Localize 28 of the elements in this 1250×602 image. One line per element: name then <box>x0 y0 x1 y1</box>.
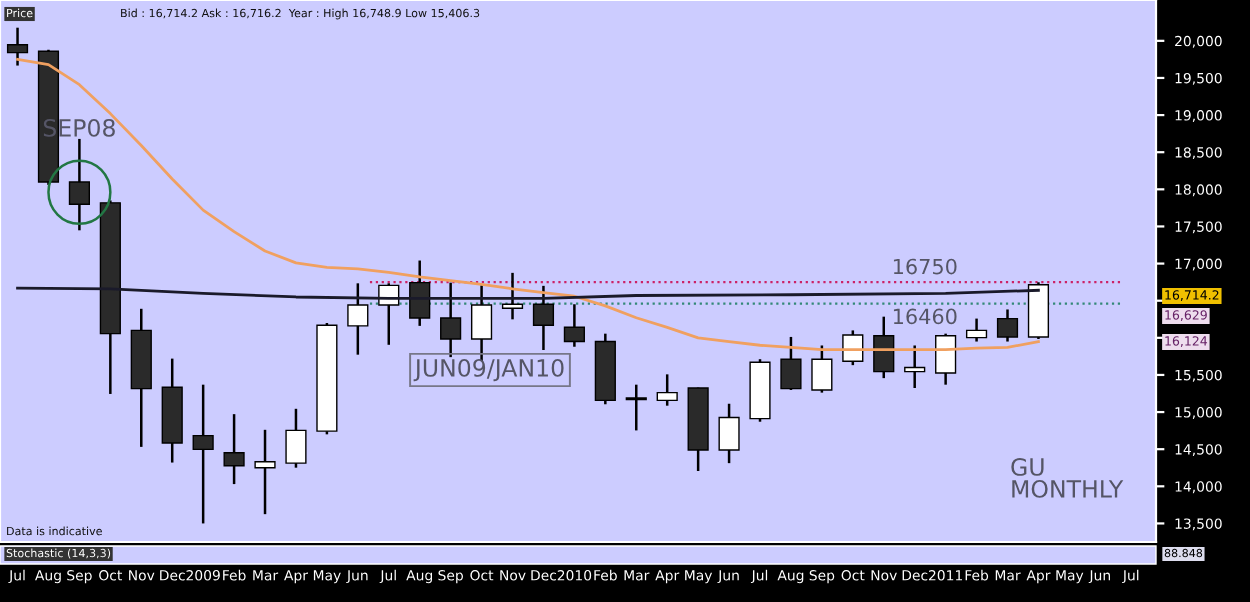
candlestick <box>501 271 524 321</box>
ref-line-label: 16750 <box>893 258 957 275</box>
candlestick <box>68 137 90 232</box>
candlestick <box>873 315 895 380</box>
ref-line-label: 16460 <box>893 308 957 325</box>
candlestick <box>6 26 29 67</box>
candlestick <box>563 303 585 348</box>
annotation: GU MONTHLY <box>1011 458 1124 498</box>
candlestick <box>718 402 740 465</box>
candlestick <box>935 332 957 386</box>
candlestick <box>223 412 245 486</box>
candlestick <box>842 329 864 367</box>
candlestick <box>656 373 678 407</box>
annotation: JUN09/JAN10 <box>413 358 564 382</box>
candlestick <box>965 317 988 343</box>
candlestick <box>347 282 369 356</box>
candlestick <box>532 284 555 352</box>
candlestick <box>470 284 493 363</box>
candlestick <box>996 308 1019 343</box>
candlestick <box>440 281 462 359</box>
candlestick <box>780 335 802 392</box>
candlestick <box>904 344 926 390</box>
candlestick <box>811 344 833 394</box>
candlestick <box>285 407 307 469</box>
candlestick <box>254 428 276 516</box>
candlestick <box>625 383 647 432</box>
candlestick <box>409 259 431 328</box>
candlestick <box>192 383 214 525</box>
